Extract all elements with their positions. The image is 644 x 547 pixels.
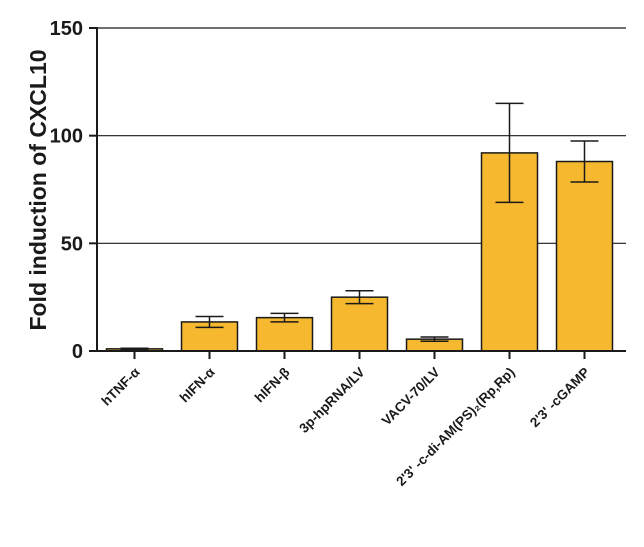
y-axis-label: Fold induction of CXCL10 bbox=[25, 49, 51, 330]
error-bars bbox=[120, 102, 599, 351]
gridlines bbox=[97, 27, 626, 244]
x-tick-label: 2'3' -cGAMP bbox=[527, 365, 593, 431]
x-axis-ticks: hTNF-α hIFN-α hIFN-β 3p-hpRNA/LV VACV-70/LV2… bbox=[99, 351, 593, 489]
y-axis-ticks: 0 50 100 150 bbox=[50, 18, 97, 363]
y-tick-label: 100 bbox=[50, 126, 83, 148]
y-tick-label: 0 bbox=[72, 341, 83, 363]
x-tick-label: 3p-hpRNA/LV bbox=[296, 365, 367, 436]
bars bbox=[105, 152, 614, 352]
x-tick-label: 2'3' -c-di-AM(PS)₂(Rp,Rp) bbox=[393, 365, 517, 489]
y-tick-label: 150 bbox=[50, 18, 83, 40]
bar bbox=[330, 296, 389, 352]
x-tick-label: hTNF-α bbox=[99, 364, 144, 409]
x-tick-label: VACV-70/LV bbox=[379, 365, 443, 429]
x-tick-label: hIFN-β bbox=[252, 365, 293, 406]
bar bbox=[555, 160, 614, 352]
axes bbox=[96, 27, 626, 352]
y-tick-label: 50 bbox=[61, 233, 83, 255]
x-tick-label: hIFN-α bbox=[177, 364, 218, 405]
